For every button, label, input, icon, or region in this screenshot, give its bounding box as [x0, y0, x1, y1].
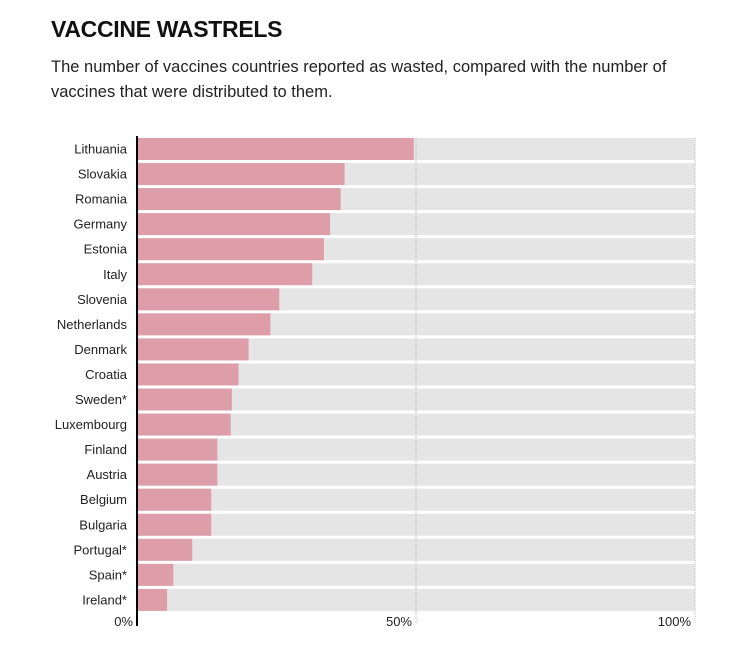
category-label: Austria — [87, 467, 128, 482]
category-label: Lithuania — [74, 142, 128, 157]
gridlines — [415, 138, 696, 624]
bar-track — [137, 388, 695, 411]
category-label: Slovenia — [77, 292, 128, 307]
bar-track — [137, 488, 695, 511]
category-label: Luxembourg — [55, 417, 127, 432]
bar — [137, 463, 218, 486]
category-label: Slovakia — [78, 167, 128, 182]
bar — [137, 338, 249, 361]
chart-title: VACCINE WASTRELS — [51, 16, 283, 42]
bar — [137, 213, 331, 236]
bar-track — [137, 438, 695, 461]
category-label: Germany — [74, 217, 128, 232]
category-label: Bulgaria — [79, 517, 127, 532]
bar — [137, 388, 232, 411]
bar — [137, 563, 174, 586]
category-label: Croatia — [85, 367, 128, 382]
category-label: Spain* — [89, 567, 127, 582]
bar — [137, 163, 345, 186]
category-label: Estonia — [84, 242, 128, 257]
category-label: Netherlands — [57, 317, 128, 332]
bar — [137, 288, 280, 311]
tick-label: 0% — [114, 614, 133, 629]
bar — [137, 438, 218, 461]
bar — [137, 238, 324, 261]
tick-label: 100% — [658, 614, 692, 629]
bars — [137, 138, 414, 611]
bar — [137, 363, 239, 386]
bar-track — [137, 538, 695, 561]
bar — [137, 588, 168, 611]
bar — [137, 138, 414, 160]
tick-labels: 0% 50% 100% — [114, 614, 691, 629]
category-labels: Lithuania Slovakia Romania Germany Estonia It… — [55, 142, 128, 608]
bar — [137, 538, 193, 561]
category-label: Italy — [103, 267, 127, 282]
category-label: Sweden* — [75, 392, 127, 407]
bar-track — [137, 588, 695, 611]
bar-track — [137, 338, 695, 361]
category-label: Denmark — [74, 342, 127, 357]
bar — [137, 263, 313, 286]
bar — [137, 513, 212, 536]
chart-subtitle: The number of vaccines countries reporte… — [51, 58, 667, 101]
category-label: Finland — [84, 442, 127, 457]
category-label: Ireland* — [82, 592, 127, 607]
category-label: Belgium — [80, 492, 127, 507]
bar — [137, 413, 231, 436]
tick-label: 50% — [386, 614, 412, 629]
bar — [137, 188, 341, 211]
category-label: Portugal* — [74, 542, 127, 557]
category-label: Romania — [75, 192, 128, 207]
bar — [137, 488, 212, 511]
bar — [137, 313, 271, 336]
